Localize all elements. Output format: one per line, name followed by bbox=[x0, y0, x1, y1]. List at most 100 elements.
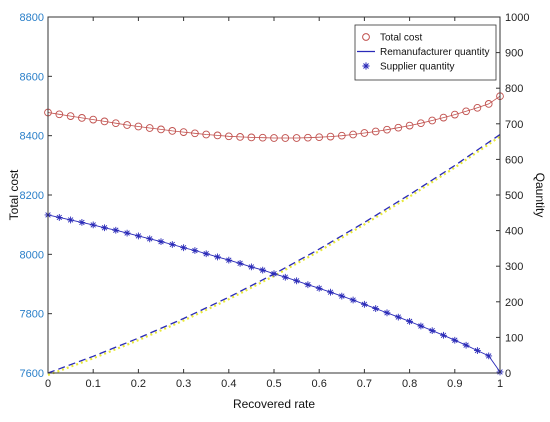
data-point bbox=[451, 336, 459, 344]
x-tick-label: 0.1 bbox=[86, 378, 101, 390]
data-point bbox=[236, 259, 244, 267]
data-point bbox=[225, 256, 233, 264]
left-y-tick-label: 8600 bbox=[20, 71, 44, 83]
data-point bbox=[473, 103, 482, 112]
data-point bbox=[180, 244, 187, 252]
x-tick-label: 0.6 bbox=[312, 378, 327, 390]
data-point bbox=[349, 296, 357, 304]
data-point bbox=[214, 253, 221, 261]
data-point bbox=[315, 284, 323, 292]
data-point bbox=[247, 133, 256, 142]
data-point bbox=[66, 112, 75, 120]
legend-label: Supplier quantity bbox=[380, 62, 455, 73]
data-point bbox=[383, 125, 391, 134]
data-point bbox=[315, 133, 324, 142]
legend-label: Total cost bbox=[380, 33, 422, 44]
x-tick-label: 0.4 bbox=[221, 378, 236, 390]
legend-marker-circle bbox=[362, 33, 370, 41]
right-y-tick-label: 100 bbox=[505, 332, 523, 344]
data-point bbox=[474, 347, 481, 354]
x-axis-title: Recovered rate bbox=[233, 397, 315, 411]
right-y-tick-label: 800 bbox=[505, 83, 523, 95]
data-point bbox=[337, 131, 346, 140]
data-point bbox=[101, 224, 108, 232]
x-tick-label: 0.8 bbox=[402, 378, 417, 390]
data-point bbox=[157, 125, 165, 134]
data-point bbox=[134, 122, 143, 131]
data-point bbox=[202, 250, 210, 258]
data-point bbox=[224, 132, 233, 141]
data-point bbox=[123, 229, 131, 237]
data-point bbox=[394, 313, 402, 321]
data-point bbox=[440, 331, 447, 339]
data-point bbox=[428, 327, 436, 335]
data-point bbox=[191, 129, 199, 138]
data-point bbox=[394, 123, 403, 132]
data-point bbox=[281, 273, 289, 281]
data-point bbox=[135, 232, 142, 240]
left-y-axis-title: Total cost bbox=[7, 169, 21, 220]
data-point bbox=[168, 241, 176, 248]
data-point bbox=[372, 305, 380, 312]
data-point bbox=[78, 219, 86, 226]
legend: Total cost Remanufacturer quantity Supplie… bbox=[354, 24, 497, 81]
data-point bbox=[191, 247, 199, 254]
data-point bbox=[55, 110, 64, 119]
right-y-tick-label: 700 bbox=[505, 119, 523, 131]
legend-box bbox=[354, 24, 497, 81]
data-point bbox=[270, 270, 278, 278]
left-y-tick-label: 8000 bbox=[20, 249, 44, 261]
data-point bbox=[405, 121, 414, 130]
data-point bbox=[450, 110, 459, 119]
data-point bbox=[292, 134, 301, 142]
left-y-tick-label: 8200 bbox=[20, 190, 44, 202]
data-point bbox=[371, 127, 380, 136]
right-y-tick-label: 1000 bbox=[505, 12, 529, 24]
x-tick-label: 0.7 bbox=[357, 378, 372, 390]
left-y-tick-label: 8800 bbox=[20, 12, 44, 24]
data-point bbox=[270, 134, 278, 142]
data-point bbox=[462, 341, 470, 349]
data-point bbox=[406, 317, 413, 325]
data-point bbox=[462, 107, 470, 116]
data-point bbox=[258, 133, 267, 142]
data-point bbox=[304, 133, 312, 142]
data-point bbox=[168, 127, 177, 135]
data-point bbox=[78, 114, 86, 122]
data-point bbox=[123, 121, 131, 129]
x-tick-label: 1 bbox=[497, 378, 503, 390]
x-tick-label: 0.5 bbox=[266, 378, 281, 390]
right-y-tick-label: 0 bbox=[505, 368, 511, 380]
right-y-tick-label: 900 bbox=[505, 48, 523, 60]
data-point bbox=[259, 266, 267, 274]
data-point bbox=[213, 131, 222, 140]
legend-marker-asterisk bbox=[362, 62, 370, 70]
data-point bbox=[55, 214, 63, 221]
x-axis-ticks: 0 0.1 0.2 0.3 0.4 0.5 0.6 0.7 0.8 0.9 1 bbox=[45, 17, 503, 390]
right-y-tick-label: 600 bbox=[505, 154, 523, 166]
data-point bbox=[202, 130, 211, 139]
data-point bbox=[89, 115, 98, 124]
data-point bbox=[361, 300, 368, 308]
data-point bbox=[145, 124, 154, 132]
x-tick-label: 0.3 bbox=[176, 378, 191, 390]
data-point bbox=[417, 322, 425, 330]
data-point bbox=[417, 119, 425, 128]
data-point bbox=[383, 309, 391, 317]
x-tick-label: 0 bbox=[45, 378, 51, 390]
data-point bbox=[304, 281, 312, 289]
data-point bbox=[338, 292, 346, 300]
left-y-tick-label: 8400 bbox=[20, 131, 44, 143]
left-y-axis-ticks: 7600 7800 8000 8200 8400 8600 8800 bbox=[20, 12, 52, 380]
data-point bbox=[248, 263, 255, 271]
data-point bbox=[112, 226, 120, 234]
data-point bbox=[349, 130, 357, 139]
right-y-tick-label: 200 bbox=[505, 297, 523, 309]
legend-items: Total cost Remanufacturer quantity Supplie… bbox=[357, 33, 490, 73]
left-y-tick-label: 7800 bbox=[20, 309, 44, 321]
right-y-tick-label: 300 bbox=[505, 261, 523, 273]
data-point bbox=[179, 128, 188, 136]
data-point bbox=[67, 216, 74, 224]
data-point bbox=[146, 235, 154, 243]
